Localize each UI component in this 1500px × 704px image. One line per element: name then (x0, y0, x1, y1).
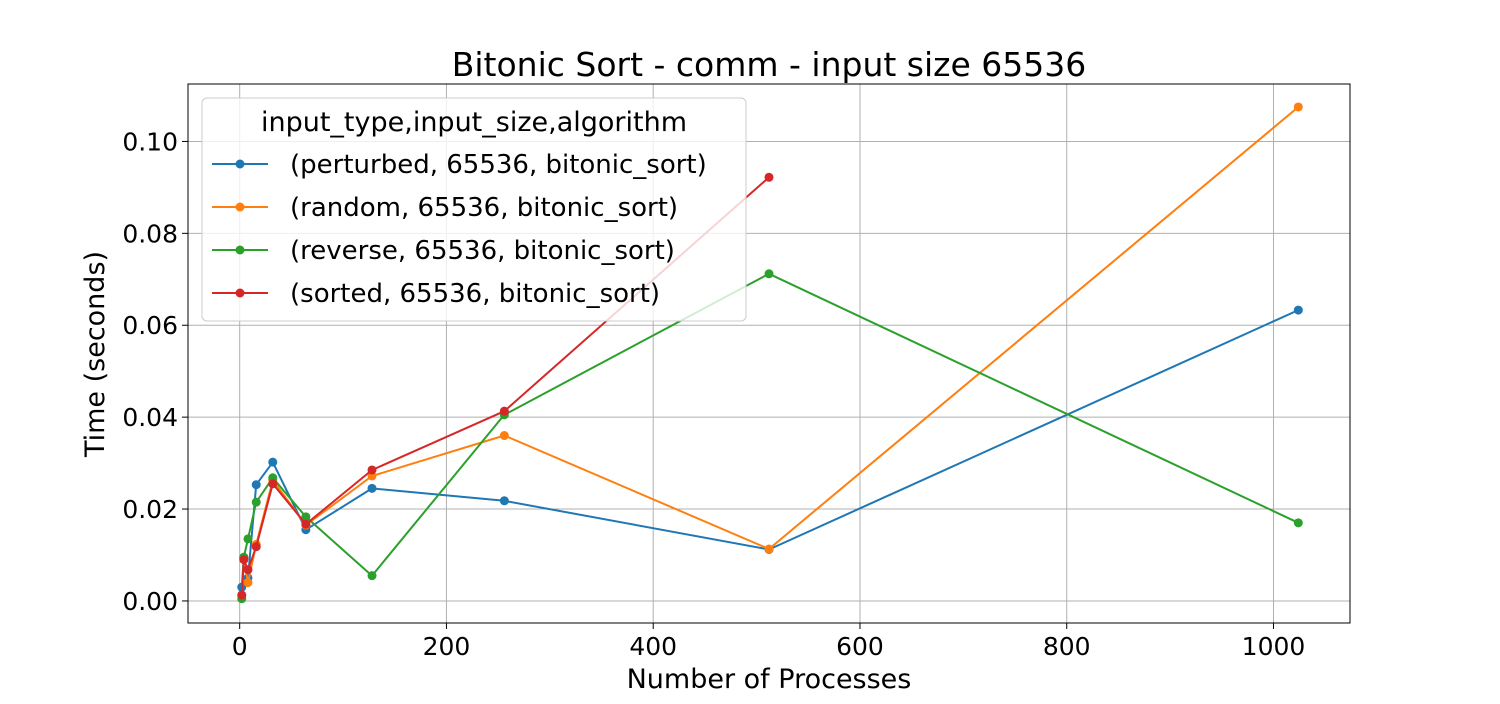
legend-entry: (reverse, 65536, bitonic_sort) (212, 236, 675, 266)
data-point (251, 542, 261, 552)
data-point (1293, 102, 1303, 112)
data-point (1293, 305, 1303, 315)
data-point (499, 496, 509, 506)
data-point (764, 269, 774, 279)
legend-title: input_type,input_size,algorithm (261, 107, 687, 138)
data-point (1293, 518, 1303, 528)
data-point (367, 571, 377, 581)
data-point (367, 483, 377, 493)
legend-label: (perturbed, 65536, bitonic_sort) (290, 150, 707, 180)
series-line (240, 272, 1299, 599)
legend-label: (reverse, 65536, bitonic_sort) (290, 236, 675, 266)
data-point (301, 512, 311, 522)
data-point (367, 465, 377, 475)
plot-frame (187, 83, 1351, 624)
data-point (243, 565, 253, 575)
series-3 (237, 172, 774, 600)
y-tick-label: 0.06 (122, 311, 178, 340)
x-tick-label: 1000 (1242, 632, 1306, 661)
data-point (301, 519, 311, 529)
chart-title: Bitonic Sort - comm - input size 65536 (452, 45, 1087, 84)
data-point (243, 534, 253, 544)
legend: input_type,input_size,algorithm (perturb… (201, 97, 747, 322)
tick-layer: 0 200 400 600 800 1000 0.00 0.02 0.04 0.06 0.08 0.1… (122, 127, 1305, 661)
legend-label: (random, 65536, bitonic_sort) (290, 193, 678, 223)
y-axis-label: Time (seconds) (80, 251, 111, 458)
legend-marker (235, 288, 245, 298)
y-tick-label: 0.10 (122, 127, 178, 156)
y-tick-label: 0.02 (122, 495, 178, 524)
data-point (499, 431, 509, 441)
legend-entries: (perturbed, 65536, bitonic_sort) (random,… (212, 150, 707, 309)
data-point (499, 406, 509, 416)
legend-marker (235, 159, 245, 169)
x-tick-label: 600 (836, 632, 884, 661)
y-tick-label: 0.00 (122, 587, 178, 616)
data-point (268, 457, 278, 467)
data-point (268, 479, 278, 489)
legend-entry: (random, 65536, bitonic_sort) (212, 193, 678, 223)
x-tick-label: 400 (629, 632, 677, 661)
y-tick-label: 0.08 (122, 219, 178, 248)
data-point (764, 544, 774, 554)
data-point (239, 555, 249, 565)
legend-entry: (sorted, 65536, bitonic_sort) (212, 279, 660, 309)
x-tick-label: 800 (1043, 632, 1091, 661)
legend-marker (235, 202, 245, 212)
legend-marker (235, 245, 245, 255)
data-point (251, 497, 261, 507)
legend-entry: (perturbed, 65536, bitonic_sort) (212, 150, 707, 180)
series-2 (237, 269, 1303, 604)
data-point (764, 172, 774, 182)
data-point (237, 590, 247, 600)
data-point (243, 578, 253, 588)
series-layer (237, 102, 1303, 604)
x-tick-label: 200 (423, 632, 471, 661)
x-axis-label: Number of Processes (627, 664, 912, 695)
y-tick-label: 0.04 (122, 403, 178, 432)
data-point (251, 480, 261, 490)
x-tick-label: 0 (232, 632, 248, 661)
legend-box (201, 97, 747, 322)
legend-label: (sorted, 65536, bitonic_sort) (290, 279, 660, 309)
